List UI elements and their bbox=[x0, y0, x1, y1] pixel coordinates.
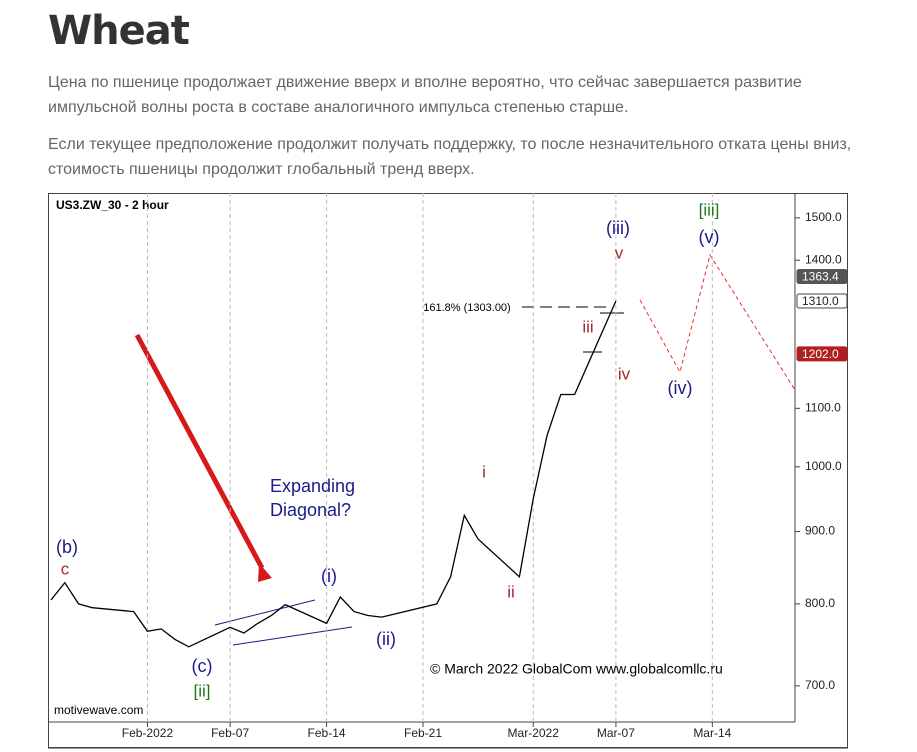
annotation: (v) bbox=[699, 227, 720, 247]
y-tick-label: 700.0 bbox=[805, 678, 835, 692]
annotation: v bbox=[615, 243, 624, 262]
annotation: [ii] bbox=[194, 681, 211, 700]
page-title: Wheat bbox=[48, 8, 190, 54]
annotation: ii bbox=[507, 582, 515, 601]
separator bbox=[48, 748, 848, 749]
annotation: (i) bbox=[321, 566, 337, 586]
annotation: (ii) bbox=[376, 629, 396, 649]
y-tick-label: 1000.0 bbox=[805, 459, 842, 473]
price-marker bbox=[796, 269, 848, 285]
y-tick-label: 1400.0 bbox=[805, 252, 842, 266]
price-label: 1363.4 bbox=[802, 270, 839, 284]
x-tick-label: Feb-14 bbox=[308, 726, 346, 740]
annotation: (iii) bbox=[606, 218, 630, 238]
annotation: i bbox=[482, 462, 486, 481]
annotation: Diagonal? bbox=[270, 500, 351, 520]
price-marker bbox=[796, 293, 848, 309]
watermark: motivewave.com bbox=[54, 703, 143, 717]
annotation: Expanding bbox=[270, 476, 355, 496]
arrow bbox=[134, 333, 265, 570]
wedge-line bbox=[214, 599, 316, 626]
x-tick-label: Mar-2022 bbox=[508, 726, 560, 740]
wedge-line bbox=[232, 626, 353, 646]
x-tick-label: Feb-21 bbox=[404, 726, 442, 740]
annotation: (b) bbox=[56, 537, 78, 557]
chart-title: US3.ZW_30 - 2 hour bbox=[56, 198, 169, 212]
price-label: 1202.0 bbox=[802, 347, 839, 361]
price-line bbox=[50, 300, 617, 648]
y-tick-label: 800.0 bbox=[805, 596, 835, 610]
forecast-path bbox=[639, 253, 796, 391]
annotation: iii bbox=[582, 317, 593, 336]
paragraph: Цена по пшенице продолжает движение ввер… bbox=[48, 74, 802, 116]
copyright: © March 2022 GlobalCom www.globalcomllc.… bbox=[430, 661, 723, 677]
annotation: (iv) bbox=[668, 378, 693, 398]
chart-frame bbox=[48, 193, 848, 748]
annotation: iv bbox=[618, 364, 631, 383]
decorations bbox=[134, 253, 796, 646]
annotation: 161.8% (1303.00) bbox=[423, 302, 510, 314]
price-label: 1310.0 bbox=[802, 294, 839, 308]
annotation: c bbox=[61, 559, 70, 578]
annotation: (c) bbox=[192, 656, 213, 676]
paragraph: Если текущее предположение продолжит пол… bbox=[48, 136, 852, 178]
annotation: [iii] bbox=[699, 200, 720, 219]
chart: US3.ZW_30 - 2 hour motivewave.com © Marc… bbox=[48, 193, 848, 748]
y-tick-label: 1100.0 bbox=[805, 400, 841, 414]
x-tick-label: Feb-2022 bbox=[122, 726, 174, 740]
x-tick-label: Mar-07 bbox=[597, 726, 635, 740]
arrow-head bbox=[258, 563, 272, 582]
y-tick-label: 1500.0 bbox=[805, 210, 842, 224]
x-tick-label: Feb-07 bbox=[211, 726, 249, 740]
x-tick-label: Mar-14 bbox=[693, 726, 731, 740]
y-tick-label: 900.0 bbox=[805, 524, 835, 538]
price-marker bbox=[796, 346, 848, 362]
